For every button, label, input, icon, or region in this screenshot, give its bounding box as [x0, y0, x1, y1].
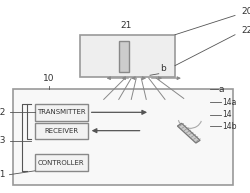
Text: 13: 13	[0, 136, 6, 145]
Bar	[35, 104, 88, 121]
Bar	[80, 35, 175, 77]
Polygon shape	[178, 123, 200, 143]
Text: 11: 11	[0, 170, 6, 179]
Text: RECEIVER: RECEIVER	[44, 128, 78, 134]
Text: 14a: 14a	[222, 98, 237, 107]
Bar	[35, 123, 88, 139]
Text: b: b	[160, 64, 166, 73]
Text: TRANSMITTER: TRANSMITTER	[37, 109, 86, 115]
Text: 21: 21	[120, 21, 132, 30]
Text: CONTROLLER: CONTROLLER	[38, 159, 84, 166]
Text: a: a	[219, 85, 224, 94]
Text: 22: 22	[241, 26, 250, 35]
Text: 20: 20	[241, 7, 250, 16]
Text: 10: 10	[43, 74, 54, 83]
Bar	[12, 89, 232, 185]
Bar	[35, 154, 88, 171]
Text: 12: 12	[0, 108, 6, 117]
Text: 14b: 14b	[222, 122, 237, 131]
Bar	[119, 41, 129, 72]
Text: 14: 14	[222, 110, 232, 119]
